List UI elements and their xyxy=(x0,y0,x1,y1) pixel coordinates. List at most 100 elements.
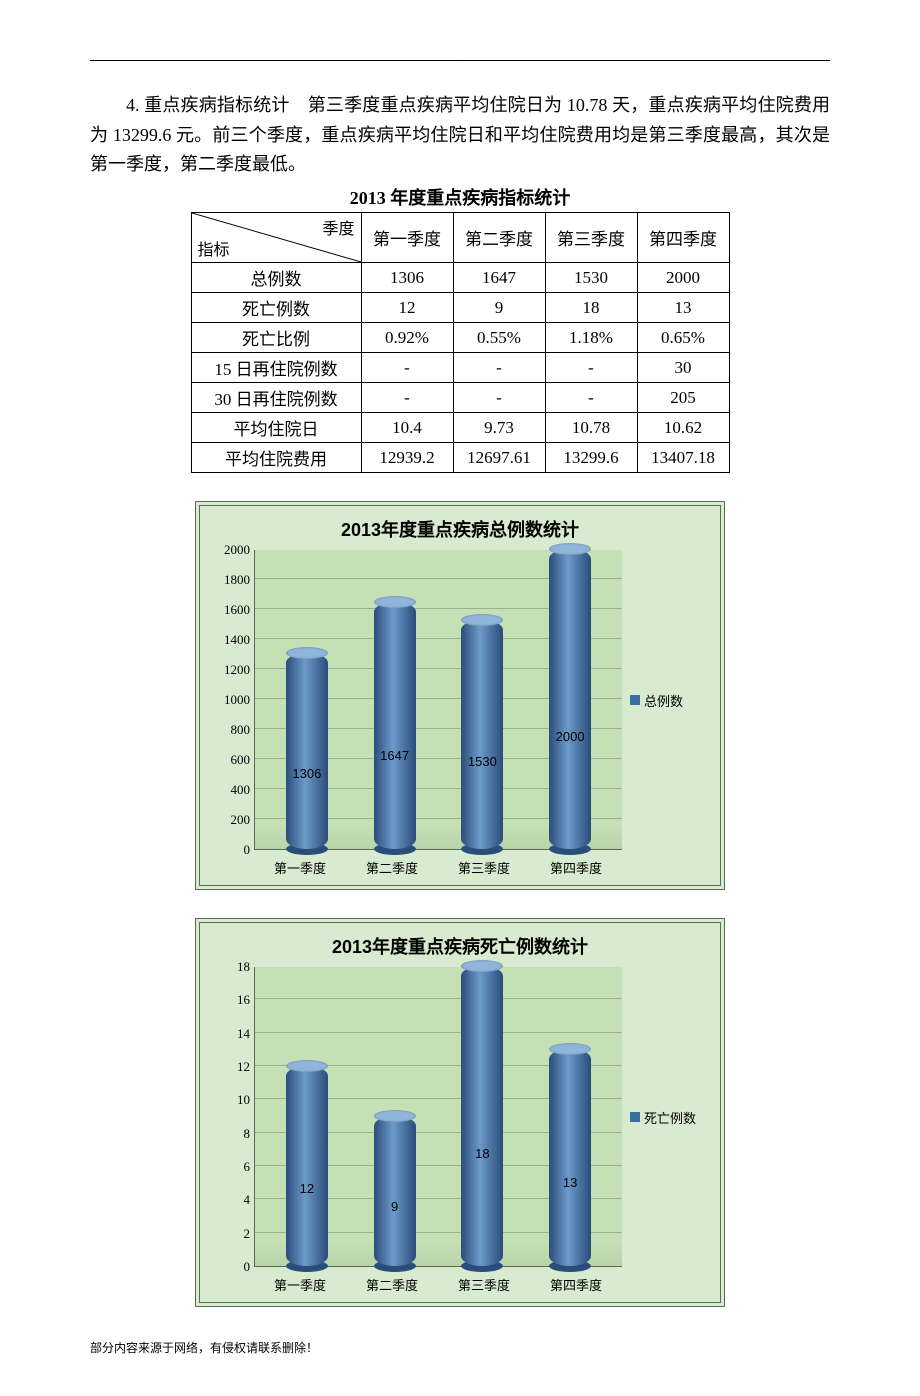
header-rule xyxy=(90,60,830,61)
y-tick-label: 800 xyxy=(231,722,251,738)
bar-value-label: 1530 xyxy=(468,754,497,769)
table-row: 死亡比例0.92%0.55%1.18%0.65% xyxy=(191,323,729,353)
bar-value-label: 2000 xyxy=(556,729,585,744)
table-cell: 0.92% xyxy=(361,323,453,353)
y-tick-label: 1200 xyxy=(224,662,250,678)
chart-1-container: 2013年度重点疾病总例数统计 020040060080010001200140… xyxy=(195,501,725,890)
table-row: 平均住院日10.49.7310.7810.62 xyxy=(191,413,729,443)
table-row-label: 平均住院费用 xyxy=(191,443,361,473)
y-tick-label: 1600 xyxy=(224,602,250,618)
table-cell: 13407.18 xyxy=(637,443,729,473)
table-row: 30 日再住院例数---205 xyxy=(191,383,729,413)
chart-2-plot-area: 12 9 18 13 xyxy=(254,967,622,1267)
table-cell: 18 xyxy=(545,293,637,323)
table-cell: 10.4 xyxy=(361,413,453,443)
table-cell: 205 xyxy=(637,383,729,413)
y-tick-label: 2000 xyxy=(224,542,250,558)
y-tick-label: 8 xyxy=(244,1126,251,1142)
y-tick-label: 12 xyxy=(237,1059,250,1075)
table-cell: - xyxy=(453,383,545,413)
table-cell: - xyxy=(361,383,453,413)
x-tick-label: 第一季度 xyxy=(272,858,328,877)
y-tick-label: 10 xyxy=(237,1092,250,1108)
chart-1-x-axis: 第一季度 第二季度 第三季度 第四季度 xyxy=(208,858,712,877)
intro-paragraph: 4. 重点疾病指标统计 第三季度重点疾病平均住院日为 10.78 天，重点疾病平… xyxy=(90,91,830,180)
table-row: 死亡例数1291813 xyxy=(191,293,729,323)
legend-swatch xyxy=(630,1112,640,1122)
table-title: 2013 年度重点疾病指标统计 xyxy=(90,184,830,210)
table-cell: 0.65% xyxy=(637,323,729,353)
table-col-header: 第三季度 xyxy=(545,213,637,263)
legend-label: 死亡例数 xyxy=(644,1108,696,1127)
bar-value-label: 12 xyxy=(300,1181,314,1196)
y-tick-label: 0 xyxy=(244,842,251,858)
table-cell: 1.18% xyxy=(545,323,637,353)
bar-value-label: 18 xyxy=(475,1146,489,1161)
chart-1-title: 2013年度重点疾病总例数统计 xyxy=(208,516,712,542)
corner-bottom-label: 指标 xyxy=(198,236,230,260)
chart-1-legend: 总例数 xyxy=(622,550,712,850)
bar-value-label: 1306 xyxy=(292,766,321,781)
stats-table: 季度 指标 第一季度 第二季度 第三季度 第四季度 总例数13061647153… xyxy=(191,212,730,473)
table-cell: 2000 xyxy=(637,263,729,293)
table-cell: 13299.6 xyxy=(545,443,637,473)
bar-value-label: 1647 xyxy=(380,748,409,763)
table-cell: 10.62 xyxy=(637,413,729,443)
x-tick-label: 第二季度 xyxy=(364,858,420,877)
bar-value-label: 9 xyxy=(391,1199,398,1214)
x-tick-label: 第一季度 xyxy=(272,1275,328,1294)
bar: 13 xyxy=(542,1049,598,1266)
table-cell: - xyxy=(453,353,545,383)
y-tick-label: 4 xyxy=(244,1192,251,1208)
bar: 18 xyxy=(454,966,510,1266)
y-tick-label: 16 xyxy=(237,992,250,1008)
y-tick-label: 1400 xyxy=(224,632,250,648)
x-tick-label: 第三季度 xyxy=(456,858,512,877)
table-cell: 30 xyxy=(637,353,729,383)
table-cell: - xyxy=(545,353,637,383)
bar: 1647 xyxy=(367,602,423,849)
chart-2-x-axis: 第一季度 第二季度 第三季度 第四季度 xyxy=(208,1275,712,1294)
table-row-label: 30 日再住院例数 xyxy=(191,383,361,413)
table-cell: 1306 xyxy=(361,263,453,293)
table-col-header: 第一季度 xyxy=(361,213,453,263)
x-tick-label: 第四季度 xyxy=(548,1275,604,1294)
y-tick-label: 200 xyxy=(231,812,251,828)
table-cell: 9 xyxy=(453,293,545,323)
y-tick-label: 400 xyxy=(231,782,251,798)
chart-1-y-axis: 0200400600800100012001400160018002000 xyxy=(208,550,254,850)
table-row-label: 总例数 xyxy=(191,263,361,293)
table-row: 平均住院费用12939.212697.6113299.613407.18 xyxy=(191,443,729,473)
legend-label: 总例数 xyxy=(644,691,683,710)
bar: 1306 xyxy=(279,653,335,849)
y-tick-label: 14 xyxy=(237,1026,250,1042)
x-tick-label: 第二季度 xyxy=(364,1275,420,1294)
table-col-header: 第四季度 xyxy=(637,213,729,263)
chart-2-y-axis: 024681012141618 xyxy=(208,967,254,1267)
table-row: 15 日再住院例数---30 xyxy=(191,353,729,383)
x-tick-label: 第三季度 xyxy=(456,1275,512,1294)
y-tick-label: 2 xyxy=(244,1226,251,1242)
y-tick-label: 1800 xyxy=(224,572,250,588)
bar: 12 xyxy=(279,1066,335,1266)
table-cell: 12697.61 xyxy=(453,443,545,473)
corner-top-label: 季度 xyxy=(322,215,354,239)
table-row: 总例数1306164715302000 xyxy=(191,263,729,293)
table-cell: 10.78 xyxy=(545,413,637,443)
table-cell: 1647 xyxy=(453,263,545,293)
table-cell: - xyxy=(545,383,637,413)
x-tick-label: 第四季度 xyxy=(548,858,604,877)
table-cell: 0.55% xyxy=(453,323,545,353)
y-tick-label: 600 xyxy=(231,752,251,768)
chart-1-plot-area: 1306 1647 1530 2000 xyxy=(254,550,622,850)
table-row-label: 死亡例数 xyxy=(191,293,361,323)
y-tick-label: 18 xyxy=(237,959,250,975)
legend-swatch xyxy=(630,695,640,705)
table-corner-cell: 季度 指标 xyxy=(191,213,361,263)
table-cell: - xyxy=(361,353,453,383)
table-cell: 9.73 xyxy=(453,413,545,443)
bar: 1530 xyxy=(454,620,510,850)
y-tick-label: 0 xyxy=(244,1259,251,1275)
footer-note: 部分内容来源于网络，有侵权请联系删除！ xyxy=(90,1339,830,1356)
chart-2-container: 2013年度重点疾病死亡例数统计 024681012141618 1291813… xyxy=(195,918,725,1307)
